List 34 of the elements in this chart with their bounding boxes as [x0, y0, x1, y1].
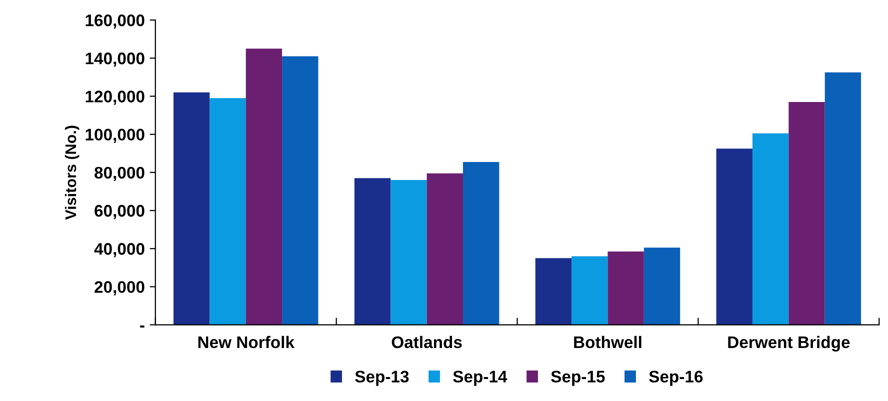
bar [282, 56, 318, 325]
x-tick-label: New Norfolk [198, 336, 294, 348]
bar [210, 98, 246, 325]
bar [752, 133, 789, 325]
y-tick-label: 40,000 [94, 243, 144, 258]
bar [608, 251, 644, 325]
x-tick-label: Bothwell [574, 336, 642, 348]
legend-label: Sep-16 [649, 370, 703, 386]
bar [462, 162, 500, 325]
y-tick-label: 100,000 [86, 128, 144, 143]
bar [354, 178, 391, 325]
y-axis-title: Visitors (No.) [64, 126, 80, 220]
legend-label: Sep-13 [355, 370, 409, 386]
bar [535, 258, 572, 325]
bar [246, 48, 282, 325]
y-tick-label: 80,000 [94, 166, 144, 182]
y-tick-label: 20,000 [94, 281, 144, 296]
x-tick-label: Derwent Bridge [728, 336, 850, 352]
bar [572, 256, 608, 325]
y-tick-label: 60,000 [94, 204, 144, 220]
bar [788, 102, 825, 325]
y-tick-label: 140,000 [86, 52, 144, 67]
y-tick-label: - [140, 326, 144, 328]
x-tick-label: Oatlands [392, 336, 462, 348]
bar [824, 72, 862, 325]
bar [644, 248, 680, 325]
bar [426, 173, 463, 325]
legend-label: Sep-14 [453, 370, 508, 386]
y-tick-label: 120,000 [86, 90, 144, 105]
bar [390, 180, 427, 325]
bar [716, 148, 752, 325]
bar [173, 92, 210, 325]
y-tick-label: 160,000 [86, 14, 144, 29]
legend-label: Sep-15 [551, 370, 605, 386]
